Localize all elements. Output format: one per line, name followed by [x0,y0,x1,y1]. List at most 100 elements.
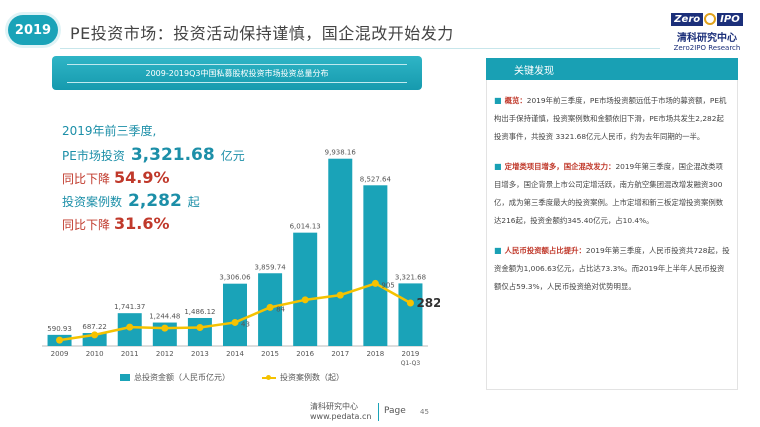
cases-unit: 起 [187,195,200,209]
chart-banner: 2009-2019Q3中国私募股权投资市场投资总量分布 [52,56,422,90]
line-point [301,296,309,304]
chart-banner-title: 2009-2019Q3中国私募股权投资市场投资总量分布 [67,63,407,83]
summary-heading-line: 2019年前三季度, [62,122,245,145]
line-point [406,299,414,307]
finding-head: 人民币投资额占比提升： [504,246,586,255]
footer-org-name: 清科研究中心 [310,402,358,411]
x-tick-label: 2010 [86,350,104,358]
line-point [196,324,204,332]
legend-line-label: 投资案例数（起） [280,373,344,382]
logo-name-cn: 清科研究中心 [677,33,737,44]
x-tick-label: 2018 [366,350,384,358]
bar-value-label: 3,859.74 [255,263,287,271]
footer-page-label: Page [384,406,406,416]
title-divider [60,48,660,49]
summary-heading: 2019年前三季度, [62,124,157,138]
finding-text: 2019年前三季度，PE市场投资额远低于市场的募资额，PE机构出手保持谨慎，投资… [494,96,727,141]
x-tick-label: 2011 [121,350,139,358]
amount-yoy-label: 同比下降 [62,172,111,186]
logo-mark-left: Zero [671,12,704,26]
bar [328,158,353,346]
line-point [266,303,274,311]
findings-panel [486,58,738,390]
bar [293,232,318,346]
bar [363,185,388,346]
logo-mark: Zero IPO [664,10,750,28]
bar [398,283,423,346]
bar-value-label: 6,014.13 [290,223,321,231]
bar-value-label: 1,244.48 [149,313,180,321]
line-value-label: 905 [381,281,394,289]
amount-yoy-value: 54.9% [114,168,170,187]
x-tick-sublabel: Q1-Q3 [401,360,421,367]
x-tick-label: 2017 [331,350,349,358]
bullet-icon: ■ [494,96,502,105]
bar-value-label: 9,938.16 [325,149,357,157]
logo-ring-icon [704,13,717,25]
line-point [56,336,64,344]
logo-name-en: Zero2IPO Research [673,44,741,52]
x-tick-label: 2015 [261,350,279,358]
footer-org: 清科研究中心 www.pedata.cn [310,402,371,422]
finding-text: 2019年第三季度，国企混改类项目增多，国企背景上市公司定增活跃，南方航空集团混… [494,162,724,225]
finding-item: ■ 人民币投资额占比提升：2019年第三季度，人民币投资共728起，投资金额为1,… [494,242,730,296]
bar-value-label: 1,486.12 [184,308,215,316]
line-point [336,291,344,299]
line-point [231,318,239,326]
bar [223,283,247,346]
bar [187,317,212,346]
legend-line-swatch [262,374,276,380]
investment-chart: 590.93 2009 687.22 2010 1,741.37 2011 1,244.48… [42,149,440,367]
logo: Zero IPO 清科研究中心 Zero2IPO Research [664,10,750,52]
bar-value-label: 3,306.06 [219,274,251,282]
summary-block: 2019年前三季度, PE市场投资 3,321.68 亿元 同比下降 54.9%… [62,122,245,237]
finding-head: 概览： [504,96,527,105]
footer-divider [378,403,379,421]
bar-value-label: 590.93 [47,325,72,333]
bullet-icon: ■ [494,162,502,171]
cases-label: 投资案例数 [62,195,123,209]
findings-heading: 关键发现 [486,58,738,80]
line-point [161,324,169,332]
bar-value-label: 1,741.37 [114,303,145,311]
x-tick-label: 2013 [191,350,209,358]
cases-yoy-label: 同比下降 [62,218,111,232]
bar-value-label: 3,321.68 [395,273,426,281]
x-tick-label: 2014 [226,350,244,358]
findings-body: ■ 概览：2019年前三季度，PE市场投资额远低于市场的募资额，PE机构出手保持谨… [494,92,730,308]
amount-unit: 亿元 [220,149,245,163]
logo-mark-right: IPO [717,12,743,26]
x-tick-label: 2012 [156,350,174,358]
year-badge: 2019 [8,15,58,45]
summary-cases-line: 投资案例数 2,282 起 [62,191,245,214]
x-tick-label: 2016 [296,350,314,358]
finding-head: 定增类项目增多，国企混改发力： [504,162,616,171]
x-tick-label: 2009 [51,350,69,358]
legend-bar-label: 总投资金额（人民币亿元） [134,373,230,382]
bar-value-label: 687.22 [82,323,107,331]
bar-value-label: 8,527.64 [360,175,392,183]
summary-amount-yoy-line: 同比下降 54.9% [62,168,245,191]
summary-cases-yoy-line: 同比下降 31.6% [62,214,245,237]
page-title: PE投资市场：投资活动保持谨慎，国企混改开始发力 [70,24,454,43]
line-value-label: 84 [276,305,285,313]
line-point [126,323,134,331]
x-tick-label: 2019 [402,350,420,358]
cases-yoy-value: 31.6% [114,214,170,233]
line-point [371,279,379,287]
summary-amount-line: PE市场投资 3,321.68 亿元 [62,145,245,168]
amount-value: 3,321.68 [130,145,215,165]
line-value-label: 282 [416,296,440,310]
line-value-label: 43 [241,320,250,328]
finding-text: 2019年第三季度，人民币投资共728起，投资金额为1,006.63亿元，占比达… [494,246,730,291]
cases-value: 2,282 [128,191,182,211]
legend-bar-swatch [120,374,130,381]
finding-item: ■ 定增类项目增多，国企混改发力：2019年第三季度，国企混改类项目增多，国企背景… [494,158,730,230]
bullet-icon: ■ [494,246,502,255]
finding-item: ■ 概览：2019年前三季度，PE市场投资额远低于市场的募资额，PE机构出手保持谨… [494,92,730,146]
legend-bar: 总投资金额（人民币亿元） [120,372,230,383]
line-point [91,331,99,339]
footer-page-number: 45 [420,408,429,416]
footer-url[interactable]: www.pedata.cn [310,412,372,421]
amount-label: PE市场投资 [62,149,125,163]
